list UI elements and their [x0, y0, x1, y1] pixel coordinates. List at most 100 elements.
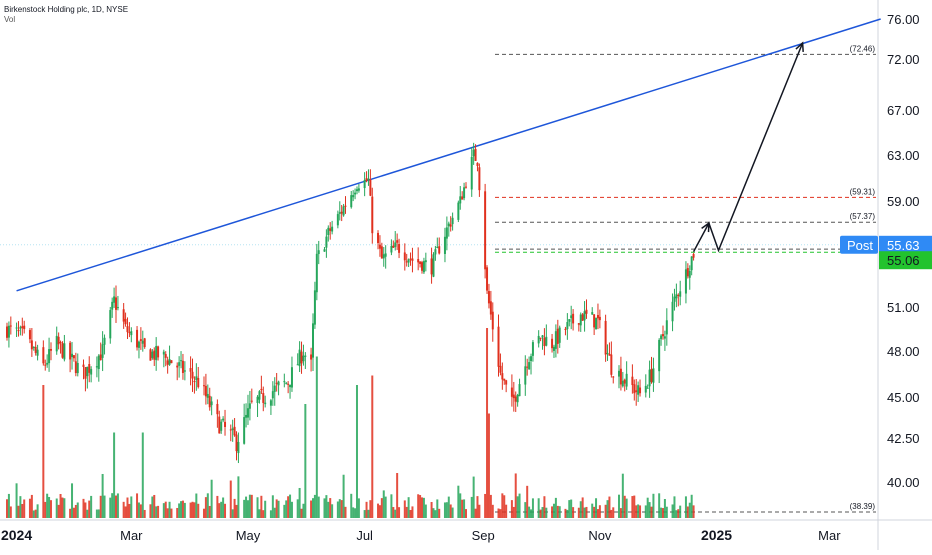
- volume-bar: [665, 506, 668, 518]
- candle-body: [583, 311, 586, 321]
- volume-bar: [543, 496, 546, 518]
- candle-body: [677, 294, 680, 296]
- candle-body: [210, 401, 213, 406]
- volume-bar: [63, 498, 66, 518]
- candle-body: [365, 178, 368, 181]
- volume-bar: [122, 501, 125, 518]
- candle-body: [233, 426, 236, 436]
- candle-body: [551, 338, 554, 349]
- volume-bar: [623, 495, 626, 518]
- volume-bar: [612, 507, 615, 518]
- candle-body: [170, 360, 173, 364]
- volume-bar: [130, 496, 133, 518]
- volume-bar: [625, 498, 628, 518]
- x-tick-label: Mar: [818, 528, 841, 543]
- candle-body: [637, 385, 640, 395]
- projection-arrowhead: [701, 221, 710, 233]
- volume-bar: [153, 494, 156, 518]
- candle-body: [245, 414, 248, 418]
- candle-body: [608, 353, 611, 356]
- volume-bar: [445, 502, 448, 518]
- volume-bar: [407, 497, 410, 518]
- candle-body: [639, 387, 642, 394]
- volume-bar: [470, 496, 473, 518]
- x-tick-label: Sep: [472, 528, 495, 543]
- candle-body: [478, 167, 481, 191]
- candle-body: [342, 206, 345, 216]
- candle-body: [543, 337, 546, 347]
- candle-body: [46, 362, 49, 365]
- candle-body: [598, 316, 601, 321]
- volume-bar: [650, 506, 653, 518]
- volume-bar: [585, 506, 588, 518]
- volume-bar: [9, 506, 12, 518]
- candle-body: [246, 408, 249, 418]
- candle-body: [665, 320, 668, 335]
- volume-bar: [593, 506, 596, 518]
- last-price-tag: 55.06: [887, 253, 920, 268]
- candle-body: [432, 254, 435, 277]
- candle-body: [17, 330, 20, 332]
- volume-bar: [17, 505, 20, 518]
- volume-bar: [619, 508, 622, 518]
- candle-body: [625, 373, 628, 387]
- candle-body: [409, 258, 412, 260]
- volume-bar: [652, 493, 655, 518]
- candle-body: [417, 259, 420, 263]
- candle-body: [136, 329, 139, 348]
- volume-bar: [271, 495, 274, 518]
- candle-body: [315, 253, 318, 293]
- candle-body: [327, 227, 330, 235]
- volume-bar: [510, 500, 513, 518]
- candle-body: [231, 428, 234, 431]
- volume-bar: [644, 505, 647, 518]
- volume-bar: [660, 507, 663, 518]
- candle-body: [124, 318, 127, 325]
- candle-body: [290, 367, 293, 388]
- candle-body: [262, 393, 265, 403]
- volume-bar: [143, 509, 146, 518]
- candle-body: [298, 349, 301, 367]
- volume-bar: [260, 495, 263, 518]
- volume-bar: [377, 503, 380, 518]
- volume-bar: [438, 508, 441, 518]
- candle-body: [436, 246, 439, 249]
- volume-bar: [459, 493, 462, 518]
- candle-body: [377, 232, 380, 244]
- candle-body: [405, 261, 408, 263]
- candle-body: [344, 205, 347, 207]
- volume-bar: [422, 497, 425, 518]
- candle-body: [447, 223, 450, 227]
- volume-label: Vol: [4, 15, 16, 24]
- volume-bar: [690, 494, 693, 518]
- volume-bar: [528, 506, 531, 518]
- candle-body: [357, 188, 360, 191]
- candle-body: [325, 236, 328, 248]
- volume-bar: [354, 508, 357, 518]
- candle-body: [229, 429, 232, 431]
- candle-body: [595, 317, 598, 330]
- volume-bar: [631, 496, 634, 518]
- candle-body: [644, 385, 647, 393]
- candle-body: [610, 354, 613, 375]
- volume-bar: [380, 498, 383, 518]
- volume-bar: [577, 507, 580, 518]
- candle-body: [289, 384, 292, 388]
- volume-bar: [489, 494, 492, 518]
- volume-bar: [514, 473, 517, 518]
- volume-bar: [344, 506, 347, 518]
- candle-body: [250, 400, 253, 402]
- volume-bar: [88, 500, 91, 518]
- volume-bar: [457, 485, 460, 518]
- volume-bar: [23, 499, 26, 518]
- volume-bar: [312, 498, 314, 518]
- candle-body: [162, 351, 165, 355]
- candle-body: [86, 366, 89, 377]
- volume-bar: [57, 504, 60, 518]
- volume-bar: [556, 505, 559, 518]
- candle-body: [530, 356, 533, 362]
- candle-body: [661, 334, 664, 337]
- volume-bar: [48, 496, 51, 518]
- candle-body: [658, 339, 661, 372]
